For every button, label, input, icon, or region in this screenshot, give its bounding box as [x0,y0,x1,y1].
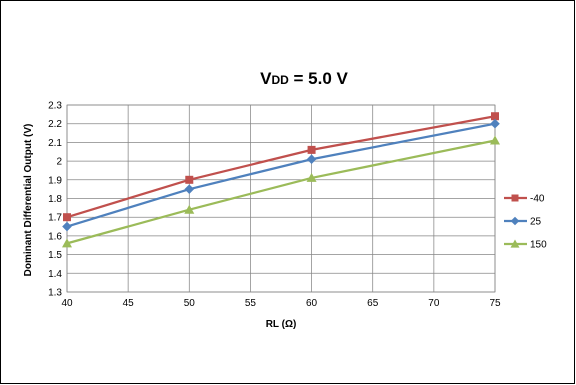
data-point [490,135,500,145]
legend-marker [510,239,520,248]
data-point [184,204,195,214]
y-tick-label: 1.8 [48,194,62,205]
legend-marker [511,194,519,202]
plot-area [66,104,496,293]
y-tick-label: 1.6 [48,231,62,242]
y-tick-label: 1.7 [48,213,62,224]
x-tick-label: 60 [306,298,318,309]
data-point [306,172,317,182]
data-point [63,213,71,222]
plot-border [66,104,496,293]
y-tick-label: 1.4 [48,269,62,280]
legend-label: -40 [530,194,545,205]
series-150 [62,135,500,248]
legend-item--40: -40 [504,194,545,205]
data-point [62,221,72,232]
x-tick-label: 40 [61,298,73,309]
data-point [184,184,195,194]
chart-title-subscript: DD [271,73,289,87]
y-tick-label: 1.5 [48,250,62,261]
y-tick-label: 2.3 [48,101,62,112]
series-line [66,139,496,245]
chart-title-rest: = 5.0 V [289,69,349,88]
data-point [306,154,317,165]
data-point [490,118,500,129]
chart-title-main: V [260,69,272,88]
x-tick-label: 50 [184,298,196,309]
chart-title: VDD = 5.0 V [260,69,348,88]
data-point [62,238,72,248]
series-lines [62,112,500,248]
legend: -40 25 150 [504,194,547,251]
x-tick-label: 70 [428,298,440,309]
x-tick-label: 75 [489,298,501,309]
legend-label: 150 [530,240,547,251]
series--40 [63,112,499,222]
data-point [307,145,316,154]
y-tick-label: 1.3 [48,288,62,299]
legend-label: 25 [530,217,542,228]
y-tick-label: 2.2 [48,119,62,130]
x-tick-label: 65 [367,298,379,309]
legend-item-25: 25 [504,217,542,228]
x-tick-labels: 40 45 50 55 60 65 70 75 [61,298,501,309]
y-tick-label: 1.9 [48,175,62,186]
data-point [491,112,499,121]
series-line [66,122,496,228]
y-tick-labels: 1.3 1.4 1.5 1.6 1.7 1.8 1.9 2 2.1 2.2 2.3 [48,101,62,299]
y-tick-label: 2.1 [48,138,62,149]
series-25 [62,118,500,232]
legend-item-150: 150 [504,239,547,251]
x-tick-label: 45 [123,298,135,309]
y-axis-title: Dominant Differential Output (V) [23,124,34,277]
x-axis-title: RL (Ω) [266,319,297,330]
series-line [66,115,496,219]
y-tick-label: 2 [56,157,62,168]
x-tick-label: 55 [245,298,257,309]
legend-marker [510,216,520,226]
data-point [185,175,194,184]
